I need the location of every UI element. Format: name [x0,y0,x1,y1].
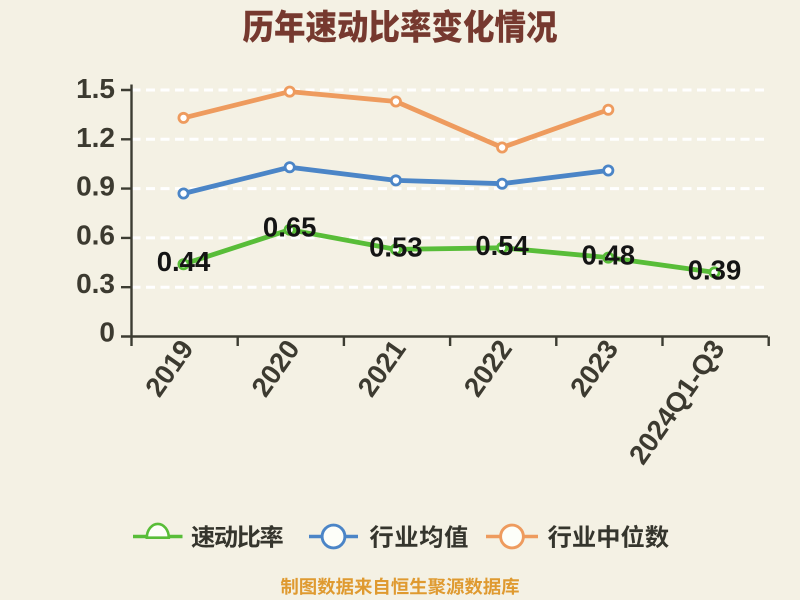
svg-text:0.53: 0.53 [369,231,423,262]
svg-text:0.6: 0.6 [76,219,115,250]
svg-text:0.44: 0.44 [157,246,211,277]
svg-text:0.3: 0.3 [76,268,115,299]
svg-text:0.48: 0.48 [582,240,636,271]
svg-text:0.65: 0.65 [263,212,317,243]
svg-text:0.39: 0.39 [688,254,742,285]
svg-text:0.54: 0.54 [475,230,529,261]
svg-text:1.2: 1.2 [76,122,115,153]
svg-text:0.9: 0.9 [76,171,115,202]
svg-text:1.5: 1.5 [76,73,115,104]
svg-text:0: 0 [99,317,115,348]
